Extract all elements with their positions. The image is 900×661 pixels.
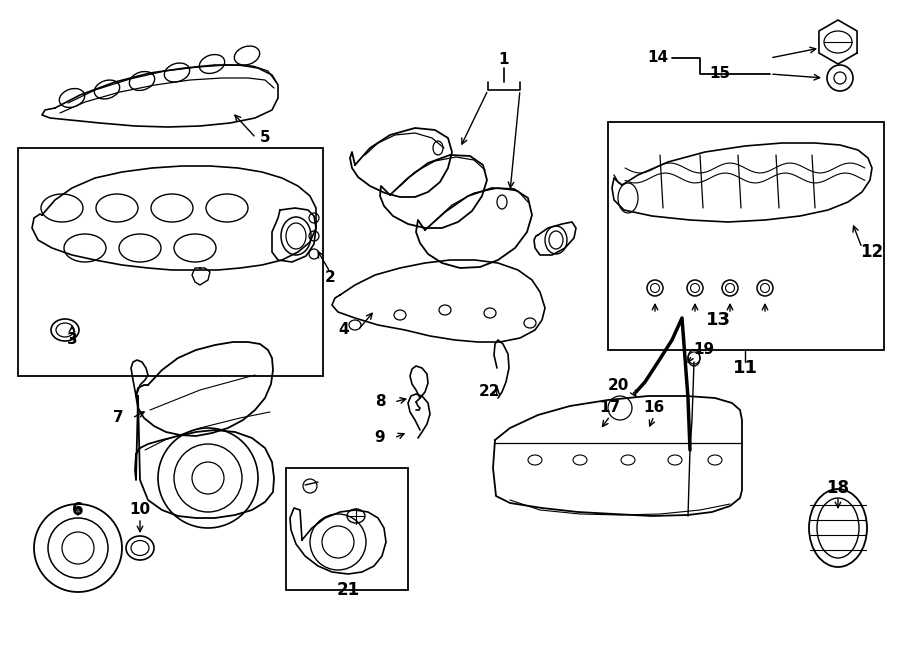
Text: 17: 17: [599, 401, 621, 416]
Text: 2: 2: [325, 270, 336, 286]
Text: 12: 12: [860, 243, 884, 261]
Text: 20: 20: [608, 379, 629, 393]
Text: 1: 1: [499, 52, 509, 67]
Text: 10: 10: [130, 502, 150, 518]
Text: 16: 16: [644, 401, 664, 416]
Text: 21: 21: [337, 581, 360, 599]
Text: 7: 7: [112, 410, 123, 426]
Text: 6: 6: [72, 501, 84, 519]
Text: 11: 11: [733, 359, 758, 377]
Text: 14: 14: [647, 50, 669, 65]
Text: 3: 3: [67, 332, 77, 348]
Text: 22: 22: [479, 385, 500, 399]
Text: 13: 13: [706, 311, 731, 329]
Bar: [608, 122, 884, 350]
Text: 15: 15: [709, 67, 731, 81]
Text: 4: 4: [338, 323, 349, 338]
Text: 8: 8: [374, 395, 385, 410]
Bar: [18, 148, 323, 376]
Text: 19: 19: [693, 342, 715, 358]
Text: 18: 18: [826, 479, 850, 497]
Text: 5: 5: [260, 130, 270, 145]
Text: 9: 9: [374, 430, 385, 446]
Bar: [286, 468, 408, 590]
